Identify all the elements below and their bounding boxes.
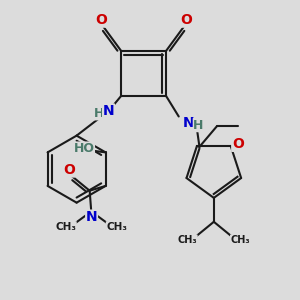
Text: O: O — [232, 137, 244, 151]
Text: N: N — [183, 116, 195, 130]
Text: HO: HO — [74, 142, 94, 155]
Text: N: N — [86, 210, 98, 224]
Text: CH₃: CH₃ — [106, 222, 127, 232]
Text: O: O — [63, 163, 75, 177]
Text: N: N — [103, 104, 114, 118]
Text: CH₃: CH₃ — [230, 235, 250, 245]
Text: O: O — [180, 13, 192, 27]
Text: H: H — [94, 107, 104, 120]
Text: H: H — [193, 118, 204, 132]
Text: CH₃: CH₃ — [55, 222, 76, 232]
Text: O: O — [95, 13, 107, 27]
Text: CH₃: CH₃ — [178, 235, 197, 245]
